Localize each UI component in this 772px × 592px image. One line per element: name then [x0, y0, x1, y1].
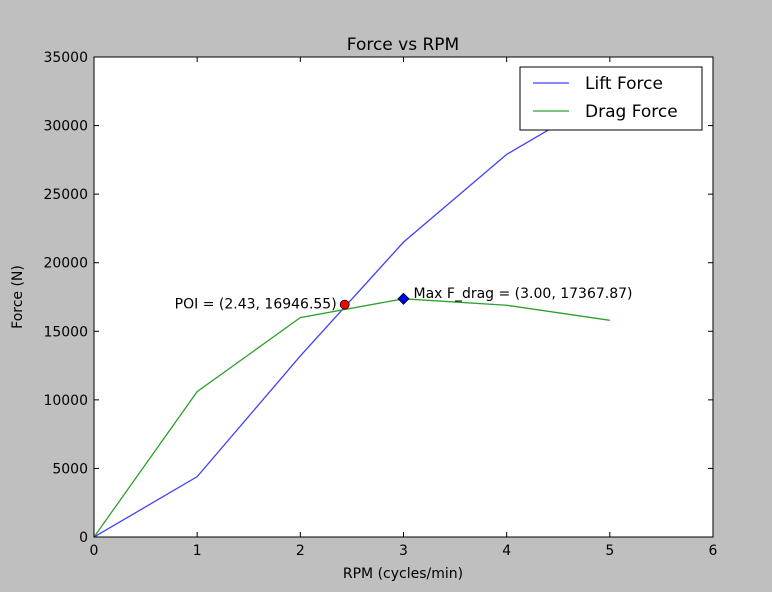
- annotation-layer: POI = (2.43, 16946.55) Max F_drag = (3.00…: [175, 286, 633, 313]
- poi-marker: [339, 299, 350, 310]
- poi-label: POI = (2.43, 16946.55): [175, 297, 337, 313]
- x-tick-label: 5: [605, 543, 614, 559]
- y-tick-label: 20000: [43, 256, 88, 272]
- series-line-lift-force: [94, 93, 611, 537]
- x-tick-label: 2: [296, 543, 305, 559]
- series-line-drag-force: [94, 298, 610, 537]
- x-tick-label: 0: [90, 543, 99, 559]
- x-axis-label: RPM (cycles/min): [343, 566, 463, 582]
- x-tick-label: 3: [399, 543, 408, 559]
- y-tick-label: 5000: [52, 461, 88, 477]
- legend-label-drag-force: Drag Force: [585, 102, 678, 122]
- max-drag-marker: [397, 292, 410, 305]
- y-tick-label: 10000: [43, 393, 88, 409]
- axis-layer: 0 1 2 3 4 5 6 0 5000 10000 15000 20000 25000 30000 350…: [43, 50, 717, 559]
- max-drag-label: Max F_drag = (3.00, 17367.87): [414, 286, 633, 302]
- y-tick-label: 25000: [43, 187, 88, 203]
- series-layer: [94, 93, 611, 537]
- y-tick-label: 30000: [43, 119, 88, 135]
- legend-box: [519, 66, 703, 131]
- y-tick-label: 0: [79, 530, 88, 546]
- y-tick-label: 35000: [43, 50, 88, 66]
- x-tick-label: 6: [709, 543, 718, 559]
- x-tick-label: 4: [502, 543, 511, 559]
- legend-label-lift-force: Lift Force: [585, 74, 663, 94]
- chart-title: Force vs RPM: [347, 35, 459, 55]
- legend: Lift Force Drag Force: [519, 66, 703, 131]
- y-tick-label: 15000: [43, 324, 88, 340]
- y-axis-label: Force (N): [10, 265, 26, 329]
- x-tick-label: 1: [193, 543, 202, 559]
